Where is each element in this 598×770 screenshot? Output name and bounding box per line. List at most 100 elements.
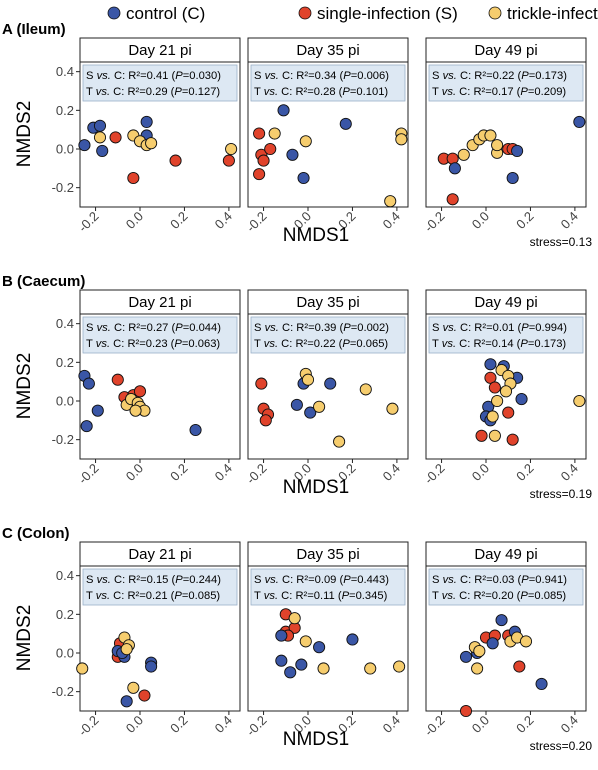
x-tick-label: -0.2: [75, 713, 101, 739]
stat-ref: C:: [278, 338, 295, 350]
data-point-T: [129, 404, 142, 417]
stat-vs: vs.: [265, 574, 279, 586]
legend-label: control (C): [126, 4, 205, 23]
data-point-S: [222, 154, 235, 167]
stat-p-value: =0.063): [182, 338, 221, 350]
data-point-C: [120, 695, 133, 708]
legend-swatch: [298, 6, 312, 20]
data-point-C: [535, 677, 548, 690]
data-point-T: [491, 394, 504, 408]
data-point-S: [109, 131, 122, 144]
stat-ref: C:: [279, 70, 296, 82]
stat-ref: C:: [279, 574, 296, 586]
data-point-T: [93, 131, 107, 144]
x-axis-label: NMDS1: [283, 225, 350, 246]
stat-p-symbol: P: [342, 338, 350, 350]
data-point-T: [225, 142, 238, 156]
y-tick-label: 0.2: [56, 607, 74, 622]
stat-ref: C:: [457, 322, 474, 334]
data-point-S: [259, 414, 272, 427]
stat-ref: C:: [110, 338, 127, 350]
x-tick-label: 0.0: [123, 713, 146, 736]
x-tick-label: 0.4: [558, 713, 581, 736]
stat-p-symbol: P: [174, 590, 182, 602]
data-point-C: [96, 144, 109, 157]
stat-ref: C:: [110, 590, 127, 602]
stat-comparison: S: [86, 574, 97, 586]
data-point-C: [511, 144, 524, 157]
data-point-T: [499, 385, 513, 398]
x-tick-label: 0.4: [380, 461, 403, 484]
stat-p-open: (: [168, 590, 175, 602]
y-tick-label: -0.2: [52, 684, 74, 699]
stat-ref: C:: [456, 590, 473, 602]
x-tick-label: 0.0: [123, 461, 146, 484]
data-point-T: [145, 137, 158, 150]
stat-ref: C:: [110, 86, 127, 98]
stat-line: S vs. C: R²=0.15 (P=0.244): [86, 574, 221, 586]
stat-p-open: (: [514, 590, 521, 602]
stress-label: stress=0.19: [530, 487, 593, 501]
x-tick-label: 0.0: [123, 209, 146, 232]
x-tick-label: -0.2: [421, 461, 447, 487]
stat-line: T vs. C: R²=0.21 (P=0.085): [86, 590, 220, 602]
stat-comparison: S: [254, 574, 265, 586]
x-tick-label: 0.0: [469, 461, 492, 484]
x-tick-label: -0.2: [243, 713, 269, 739]
stat-p-open: (: [168, 70, 175, 82]
y-tick-label: 0.4: [56, 568, 74, 583]
stat-r2: R²=0.22: [295, 338, 335, 350]
y-tick-label: 0.0: [56, 142, 74, 157]
data-point-T: [486, 410, 499, 423]
stat-comparison: S: [86, 70, 97, 82]
stat-p-value: =0.209): [528, 86, 567, 98]
data-point-T: [301, 373, 315, 386]
stat-r2: R²=0.15: [128, 574, 168, 586]
stat-ref: C:: [457, 574, 474, 586]
stat-p-symbol: P: [521, 574, 529, 586]
data-point-C: [91, 404, 104, 417]
stress-label: stress=0.20: [530, 739, 593, 753]
stat-box: [428, 316, 584, 354]
x-tick-label: 0.4: [212, 209, 235, 232]
stat-r2: R²=0.03: [474, 574, 514, 586]
data-point-T: [333, 435, 346, 448]
data-point-C: [295, 658, 308, 671]
stat-box: [82, 64, 238, 102]
facet-strip: [425, 541, 587, 567]
facet-strip: [425, 289, 587, 315]
legend-swatch: [107, 6, 121, 20]
data-point-T: [473, 645, 486, 658]
stat-p-symbol: P: [175, 70, 183, 82]
stat-line: T vs. C: R²=0.28 (P=0.101): [254, 86, 388, 98]
stat-ref: C:: [456, 86, 473, 98]
stat-line: T vs. C: R²=0.29 (P=0.127): [86, 86, 220, 98]
stat-box: [82, 316, 238, 354]
stat-p-open: (: [336, 70, 343, 82]
data-point-S: [459, 704, 473, 718]
stat-p-symbol: P: [175, 574, 183, 586]
stat-p-open: (: [514, 322, 521, 334]
data-point-T: [484, 129, 497, 142]
stat-comparison: T: [432, 590, 442, 602]
x-axis-label: NMDS1: [283, 729, 350, 750]
stat-p-value: =0.006): [351, 70, 390, 82]
stat-comparison: T: [254, 86, 264, 98]
stat-p-value: =0.044): [183, 322, 222, 334]
data-point-T: [488, 429, 501, 442]
data-point-S: [169, 154, 182, 167]
data-point-S: [111, 373, 124, 386]
data-point-C: [189, 423, 202, 437]
x-tick-label: 0.4: [212, 461, 235, 484]
stat-vs: vs.: [264, 338, 278, 350]
legend-item: single-infection (S): [298, 4, 458, 23]
stat-p-open: (: [335, 590, 342, 602]
stat-p-symbol: P: [520, 338, 528, 350]
stress-label: stress=0.13: [530, 235, 593, 249]
data-point-C: [275, 629, 288, 642]
x-tick-label: 0.2: [513, 209, 536, 232]
data-point-C: [297, 171, 310, 185]
x-tick-label: 0.2: [513, 713, 536, 736]
stat-vs: vs.: [96, 338, 110, 350]
stat-line: S vs. C: R²=0.03 (P=0.941): [432, 574, 567, 586]
